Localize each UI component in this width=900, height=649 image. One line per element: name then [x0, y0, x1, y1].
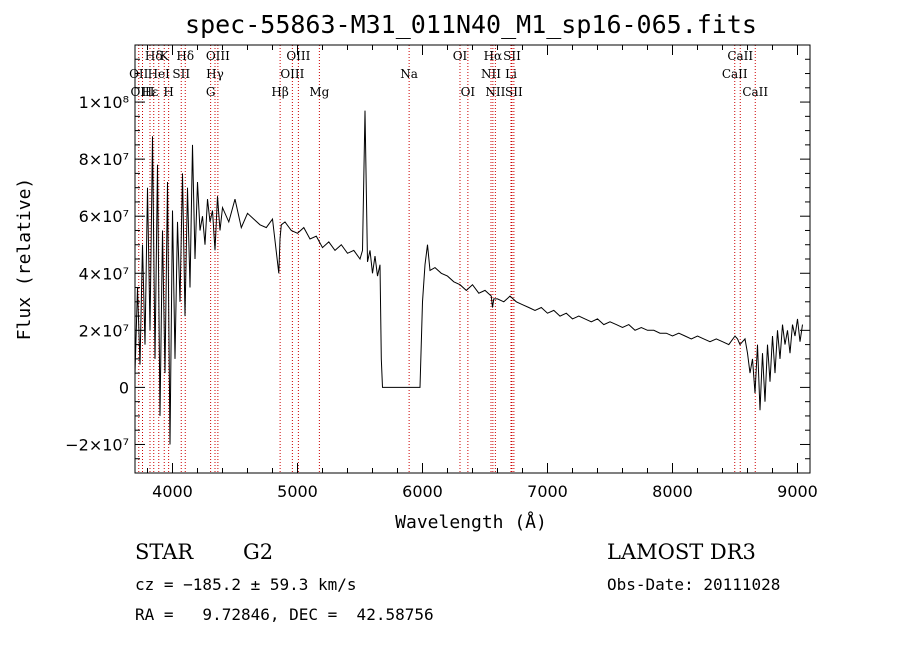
emission-line-label: H: [163, 85, 173, 99]
emission-line-label: CaII: [727, 49, 753, 63]
emission-line-label: Hδ: [176, 49, 194, 63]
obs-date: Obs-Date: 20111028: [607, 575, 780, 594]
emission-line-label: NII: [485, 85, 505, 99]
y-tick-label: 6×10⁷: [79, 207, 129, 226]
emission-line-label: OIII: [206, 49, 230, 63]
x-axis-label: Wavelength (Å): [395, 511, 547, 533]
x-axis-ticks: 4000 5000 6000 7000 8000 9000: [147, 45, 818, 501]
coordinates: RA = 9.72846, DEC = 42.58756: [135, 605, 434, 624]
emission-line-label: K: [160, 49, 170, 63]
x-tick-label: 4000: [152, 482, 193, 501]
emission-line-label: SII: [505, 85, 523, 99]
y-tick-label: 2×10⁷: [79, 321, 129, 340]
emission-line-label: Hγ: [206, 67, 224, 81]
x-tick-label: 8000: [652, 482, 693, 501]
x-tick-label: 7000: [527, 482, 568, 501]
y-tick-label: 1×10⁸: [79, 93, 129, 112]
emission-line-label: OIII: [286, 49, 310, 63]
x-tick-label: 9000: [777, 482, 818, 501]
emission-line-label: HeI: [148, 67, 171, 81]
object-type: STAR: [135, 540, 194, 564]
redshift-cz: cz = −185.2 ± 59.3 km/s: [135, 575, 357, 594]
plot-frame: [134, 44, 811, 474]
emission-line-label: OI: [461, 85, 476, 99]
y-axis-ticks: −2×10⁷ 0 2×10⁷ 4×10⁷ 6×10⁷ 8×10⁷ 1×10⁸: [65, 58, 810, 460]
y-tick-label: 4×10⁷: [79, 264, 129, 283]
emission-line-label: SII: [503, 49, 521, 63]
emission-line-label: G: [206, 85, 216, 99]
emission-line-label: Na: [400, 67, 418, 81]
emission-line-label: NII: [481, 67, 501, 81]
y-tick-label: −2×10⁷: [65, 435, 129, 454]
y-axis-label: Flux (relative): [14, 178, 35, 341]
emission-line-label: Mg: [309, 85, 329, 99]
x-tick-label: 5000: [277, 482, 318, 501]
emission-line-label: OI: [453, 49, 468, 63]
emission-line-label: SII: [172, 67, 190, 81]
emission-line-label: CaII: [722, 67, 748, 81]
emission-line-label: OIII: [280, 67, 304, 81]
emission-line-label: OIII: [130, 85, 154, 99]
emission-line-label: CaII: [742, 85, 768, 99]
emission-line-label: Li: [505, 67, 517, 81]
object-subclass: G2: [243, 540, 273, 564]
survey-name: LAMOST DR3: [607, 540, 756, 564]
emission-line-label: Hβ: [271, 85, 288, 99]
y-tick-label: 8×10⁷: [79, 150, 129, 169]
emission-line-label: Hε: [142, 85, 159, 99]
x-tick-label: 6000: [402, 482, 443, 501]
emission-line-label: Hα: [484, 49, 503, 63]
emission-line-markers: [138, 45, 756, 473]
emission-line-label: Hδ: [145, 49, 163, 63]
y-tick-label: 0: [119, 378, 129, 397]
spectrum-series-line: [134, 110, 803, 445]
chart-title: spec-55863-M31_011N40_M1_sp16-065.fits: [185, 10, 757, 39]
